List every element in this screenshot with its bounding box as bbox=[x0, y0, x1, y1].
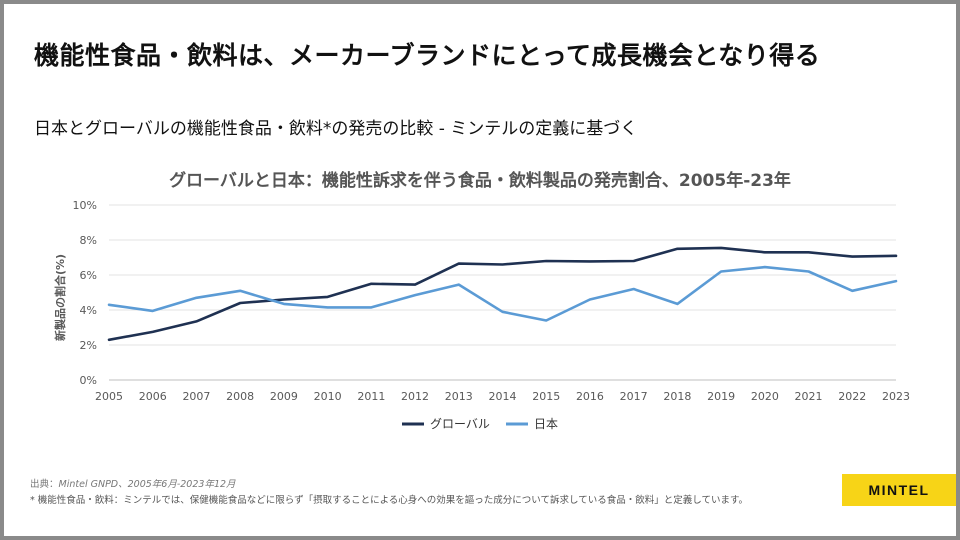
x-tick-label: 2020 bbox=[751, 390, 779, 403]
x-tick-label: 2009 bbox=[270, 390, 298, 403]
x-tick-label: 2008 bbox=[226, 390, 254, 403]
footnote: * 機能性食品・飲料：ミンテルでは、保健機能食品などに限らず「摂取することによる… bbox=[30, 495, 748, 506]
series-line-japan bbox=[107, 265, 898, 322]
x-tick-label: 2005 bbox=[95, 390, 123, 403]
x-tick-label: 2014 bbox=[489, 390, 517, 403]
y-tick-label: 8% bbox=[80, 234, 97, 247]
x-tick-label: 2023 bbox=[882, 390, 910, 403]
x-tick-label: 2019 bbox=[707, 390, 735, 403]
y-tick-label: 4% bbox=[80, 304, 97, 317]
y-tick-label: 6% bbox=[80, 269, 97, 282]
x-tick-label: 2016 bbox=[576, 390, 604, 403]
slide-title: 機能性食品・飲料は、メーカーブランドにとって成長機会となり得る bbox=[34, 41, 821, 70]
legend-label: 日本 bbox=[534, 417, 558, 431]
series-line-global bbox=[107, 246, 898, 342]
x-tick-label: 2007 bbox=[182, 390, 210, 403]
x-tick-label: 2021 bbox=[795, 390, 823, 403]
slide-subtitle: 日本とグローバルの機能性食品・飲料*の発売の比較 - ミンテルの定義に基づく bbox=[34, 119, 638, 139]
y-tick-label: 2% bbox=[80, 339, 97, 352]
x-tick-label: 2011 bbox=[357, 390, 385, 403]
x-tick-label: 2015 bbox=[532, 390, 560, 403]
mintel-logo: MINTEL bbox=[842, 474, 956, 506]
y-tick-label: 10% bbox=[73, 199, 97, 212]
source-note: 出典：Mintel GNPD、2005年6月-2023年12月 bbox=[30, 476, 236, 490]
x-tick-label: 2013 bbox=[445, 390, 473, 403]
x-tick-label: 2022 bbox=[838, 390, 866, 403]
legend-label: グローバル bbox=[430, 417, 490, 431]
source-prefix: 出典： bbox=[30, 479, 59, 490]
x-tick-label: 2012 bbox=[401, 390, 429, 403]
y-tick-label: 0% bbox=[80, 374, 97, 387]
line-chart: 0% 2% 4% 6% 8% 10% 2005 2006 2007 2008 2009 2010 201… bbox=[53, 199, 910, 431]
x-tick-label: 2018 bbox=[663, 390, 691, 403]
x-tick-label: 2006 bbox=[139, 390, 167, 403]
x-tick-label: 2010 bbox=[314, 390, 342, 403]
y-axis-label: 新製品の割合(%) bbox=[53, 254, 67, 341]
chart-title: グローバルと日本：機能性訴求を伴う食品・飲料製品の発売割合、2005年-23年 bbox=[169, 171, 791, 191]
source-text: Mintel GNPD、2005年6月-2023年12月 bbox=[58, 479, 236, 490]
x-tick-label: 2017 bbox=[620, 390, 648, 403]
